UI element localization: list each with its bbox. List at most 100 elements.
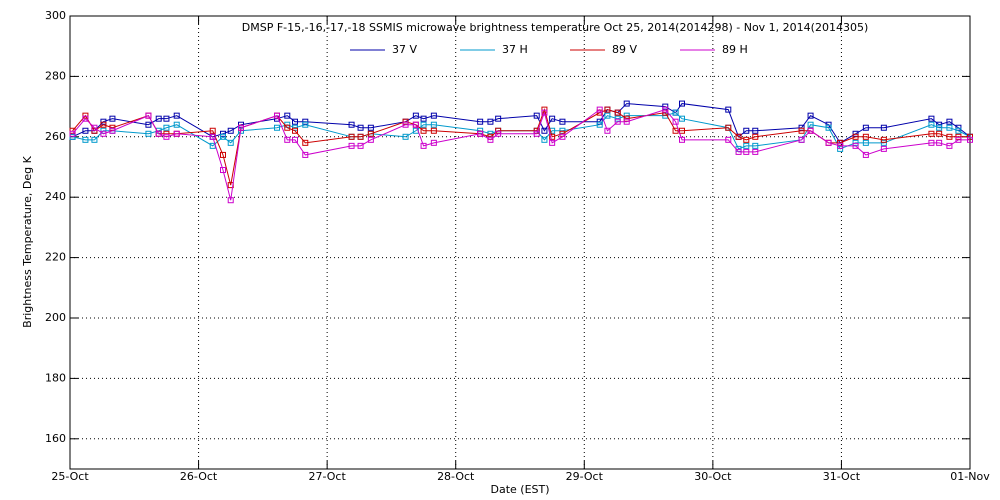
point-marker bbox=[430, 112, 437, 119]
point-marker bbox=[173, 112, 180, 119]
point-marker bbox=[735, 133, 742, 140]
point-marker bbox=[420, 121, 427, 128]
point-marker bbox=[227, 139, 234, 146]
point-marker bbox=[91, 124, 98, 131]
point-marker bbox=[163, 133, 170, 140]
point-marker bbox=[837, 142, 844, 149]
point-marker bbox=[145, 121, 152, 128]
point-marker bbox=[549, 127, 556, 134]
point-marker bbox=[662, 106, 669, 113]
x-tick-label: 30-Oct bbox=[694, 470, 732, 483]
point-marker bbox=[752, 133, 759, 140]
point-marker bbox=[367, 124, 374, 131]
point-marker bbox=[735, 148, 742, 155]
point-marker bbox=[430, 121, 437, 128]
point-marker bbox=[880, 145, 887, 152]
point-marker bbox=[623, 118, 630, 125]
point-marker bbox=[852, 139, 859, 146]
point-marker bbox=[672, 109, 679, 116]
point-marker bbox=[145, 112, 152, 119]
point-marker bbox=[807, 112, 814, 119]
point-marker bbox=[220, 167, 226, 174]
point-marker bbox=[541, 109, 548, 116]
point-marker bbox=[837, 145, 844, 152]
point-marker bbox=[955, 133, 962, 140]
point-marker bbox=[209, 133, 216, 140]
point-marker bbox=[82, 115, 89, 122]
y-axis-label: Brightness Temperature, Deg K bbox=[21, 155, 34, 327]
point-marker bbox=[623, 100, 630, 107]
point-marker bbox=[936, 130, 943, 137]
y-tick-label: 180 bbox=[45, 371, 66, 384]
plot-frame bbox=[69, 15, 971, 470]
point-marker bbox=[725, 106, 732, 113]
x-tick-label: 27-Oct bbox=[308, 470, 346, 483]
point-marker bbox=[220, 151, 226, 158]
point-marker bbox=[274, 112, 280, 119]
point-marker bbox=[82, 136, 89, 143]
point-marker bbox=[82, 127, 89, 134]
point-marker bbox=[672, 127, 679, 134]
point-marker bbox=[173, 121, 180, 128]
point-marker bbox=[946, 142, 953, 149]
point-marker bbox=[604, 127, 611, 134]
point-marker bbox=[367, 130, 374, 137]
point-marker bbox=[679, 127, 685, 134]
point-marker bbox=[880, 124, 887, 131]
point-marker bbox=[109, 115, 116, 122]
y-tick-label: 300 bbox=[45, 9, 66, 22]
x-axis-label: Date (EST) bbox=[490, 483, 549, 496]
point-marker bbox=[163, 124, 170, 131]
point-marker bbox=[284, 124, 291, 131]
point-marker bbox=[946, 124, 953, 131]
point-marker bbox=[807, 127, 814, 134]
point-marker bbox=[725, 136, 732, 143]
point-marker bbox=[614, 115, 621, 122]
point-marker bbox=[549, 139, 556, 146]
point-marker bbox=[487, 136, 494, 143]
point-marker bbox=[743, 136, 750, 143]
point-marker bbox=[614, 118, 621, 125]
point-marker bbox=[967, 133, 973, 140]
y-tick-label: 160 bbox=[45, 432, 66, 445]
point-marker bbox=[955, 136, 962, 143]
y-tick-label: 260 bbox=[45, 130, 66, 143]
y-tick-label: 280 bbox=[45, 69, 66, 82]
point-marker bbox=[495, 115, 502, 122]
point-marker bbox=[614, 109, 621, 116]
point-marker bbox=[743, 127, 750, 134]
point-marker bbox=[420, 115, 427, 122]
point-marker bbox=[173, 130, 180, 137]
point-marker bbox=[430, 127, 437, 134]
point-marker bbox=[946, 118, 953, 125]
point-marker bbox=[798, 127, 805, 134]
point-marker bbox=[402, 118, 409, 125]
point-marker bbox=[155, 115, 162, 122]
legend-label: 37 V bbox=[392, 43, 417, 56]
point-marker bbox=[100, 121, 107, 128]
point-marker bbox=[430, 139, 437, 146]
point-marker bbox=[348, 142, 355, 149]
point-marker bbox=[357, 142, 364, 149]
point-marker bbox=[743, 148, 750, 155]
point-marker bbox=[862, 133, 869, 140]
point-marker bbox=[946, 133, 953, 140]
point-marker bbox=[533, 130, 540, 137]
point-marker bbox=[348, 133, 355, 140]
point-marker bbox=[852, 142, 859, 149]
point-marker bbox=[284, 112, 291, 119]
point-marker bbox=[69, 133, 76, 140]
x-tick-label: 26-Oct bbox=[180, 470, 218, 483]
point-marker bbox=[798, 124, 805, 131]
point-marker bbox=[367, 136, 374, 143]
x-tick-label: 25-Oct bbox=[51, 470, 89, 483]
series-line bbox=[72, 103, 971, 144]
point-marker bbox=[825, 124, 832, 131]
x-tick-label: 29-Oct bbox=[566, 470, 604, 483]
point-marker bbox=[967, 136, 973, 143]
point-marker bbox=[145, 130, 152, 137]
point-marker bbox=[220, 133, 226, 140]
point-marker bbox=[495, 127, 502, 134]
point-marker bbox=[604, 112, 611, 119]
